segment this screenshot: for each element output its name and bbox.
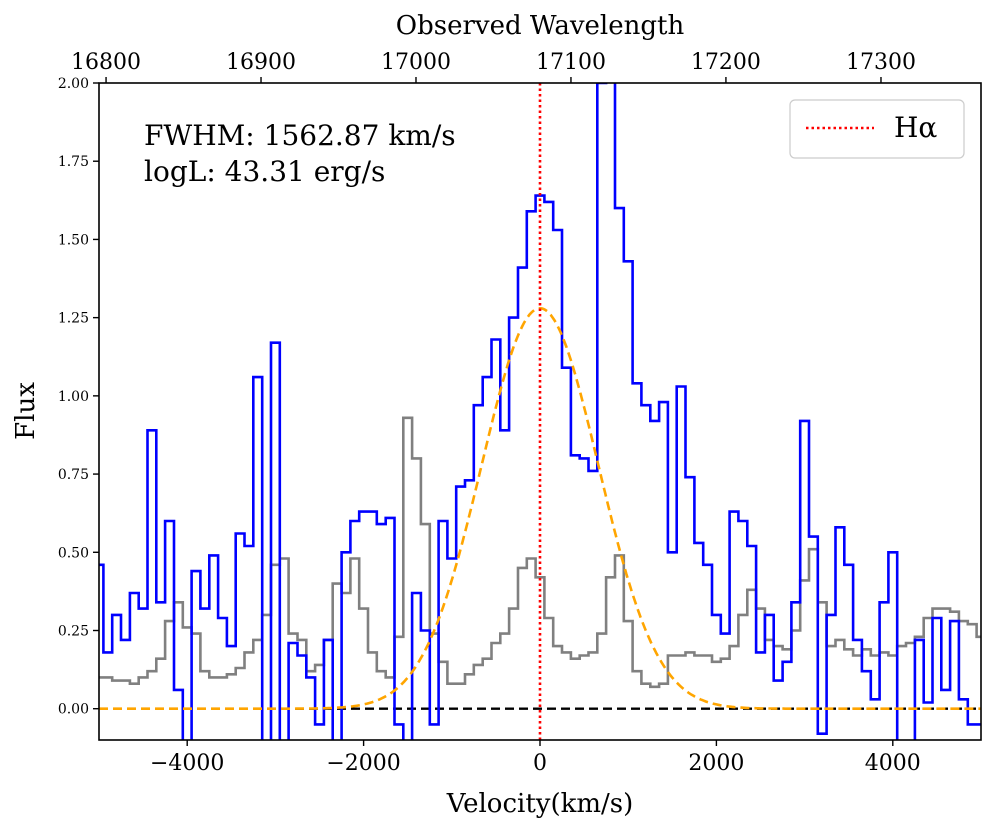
y-tick-label: 1.50 <box>58 232 89 248</box>
x-axis-title: Velocity(km/s) <box>446 789 634 819</box>
top-tick-label: 17100 <box>536 50 606 75</box>
y-tick-label: 0.75 <box>58 467 89 483</box>
ticks-layer: −4000 −2000 0 2000 4000 0.00 0.25 0.50 0.75 1.00 1… <box>58 50 921 776</box>
top-axis-title: Observed Wavelength <box>396 11 685 41</box>
flux-series-line <box>99 83 981 740</box>
y-tick-label: 1.75 <box>58 154 89 170</box>
top-tick-label: 17200 <box>691 50 761 75</box>
error-series-line <box>99 416 981 689</box>
x-tick-label: −2000 <box>326 751 400 776</box>
y-tick-label: 0.00 <box>58 702 89 718</box>
legend-h-alpha-label: Hα <box>894 111 937 144</box>
y-tick-label: 1.25 <box>58 311 89 327</box>
y-tick-label: 0.50 <box>58 545 89 561</box>
y-tick-label: 1.00 <box>58 389 89 405</box>
top-tick-label: 16900 <box>226 50 296 75</box>
gaussian-fit-line <box>99 306 981 710</box>
x-tick-label: −4000 <box>150 751 224 776</box>
top-tick-label: 17000 <box>381 50 451 75</box>
plot-area <box>99 83 981 740</box>
y-tick-label: 0.25 <box>58 624 89 640</box>
y-axis-title: Flux <box>11 382 41 440</box>
fwhm-annotation: FWHM: 1562.87 km/s <box>144 119 456 152</box>
legend: Hα <box>789 99 965 159</box>
series-layer <box>99 83 981 740</box>
x-tick-label: 0 <box>533 751 547 776</box>
y-tick-label: 2.00 <box>58 76 89 92</box>
top-tick-label: 17300 <box>846 50 916 75</box>
top-tick-label: 16800 <box>71 50 141 75</box>
logl-annotation: logL: 43.31 erg/s <box>144 155 385 188</box>
x-tick-label: 4000 <box>865 751 921 776</box>
x-tick-label: 2000 <box>688 751 744 776</box>
legend-box <box>789 99 965 159</box>
